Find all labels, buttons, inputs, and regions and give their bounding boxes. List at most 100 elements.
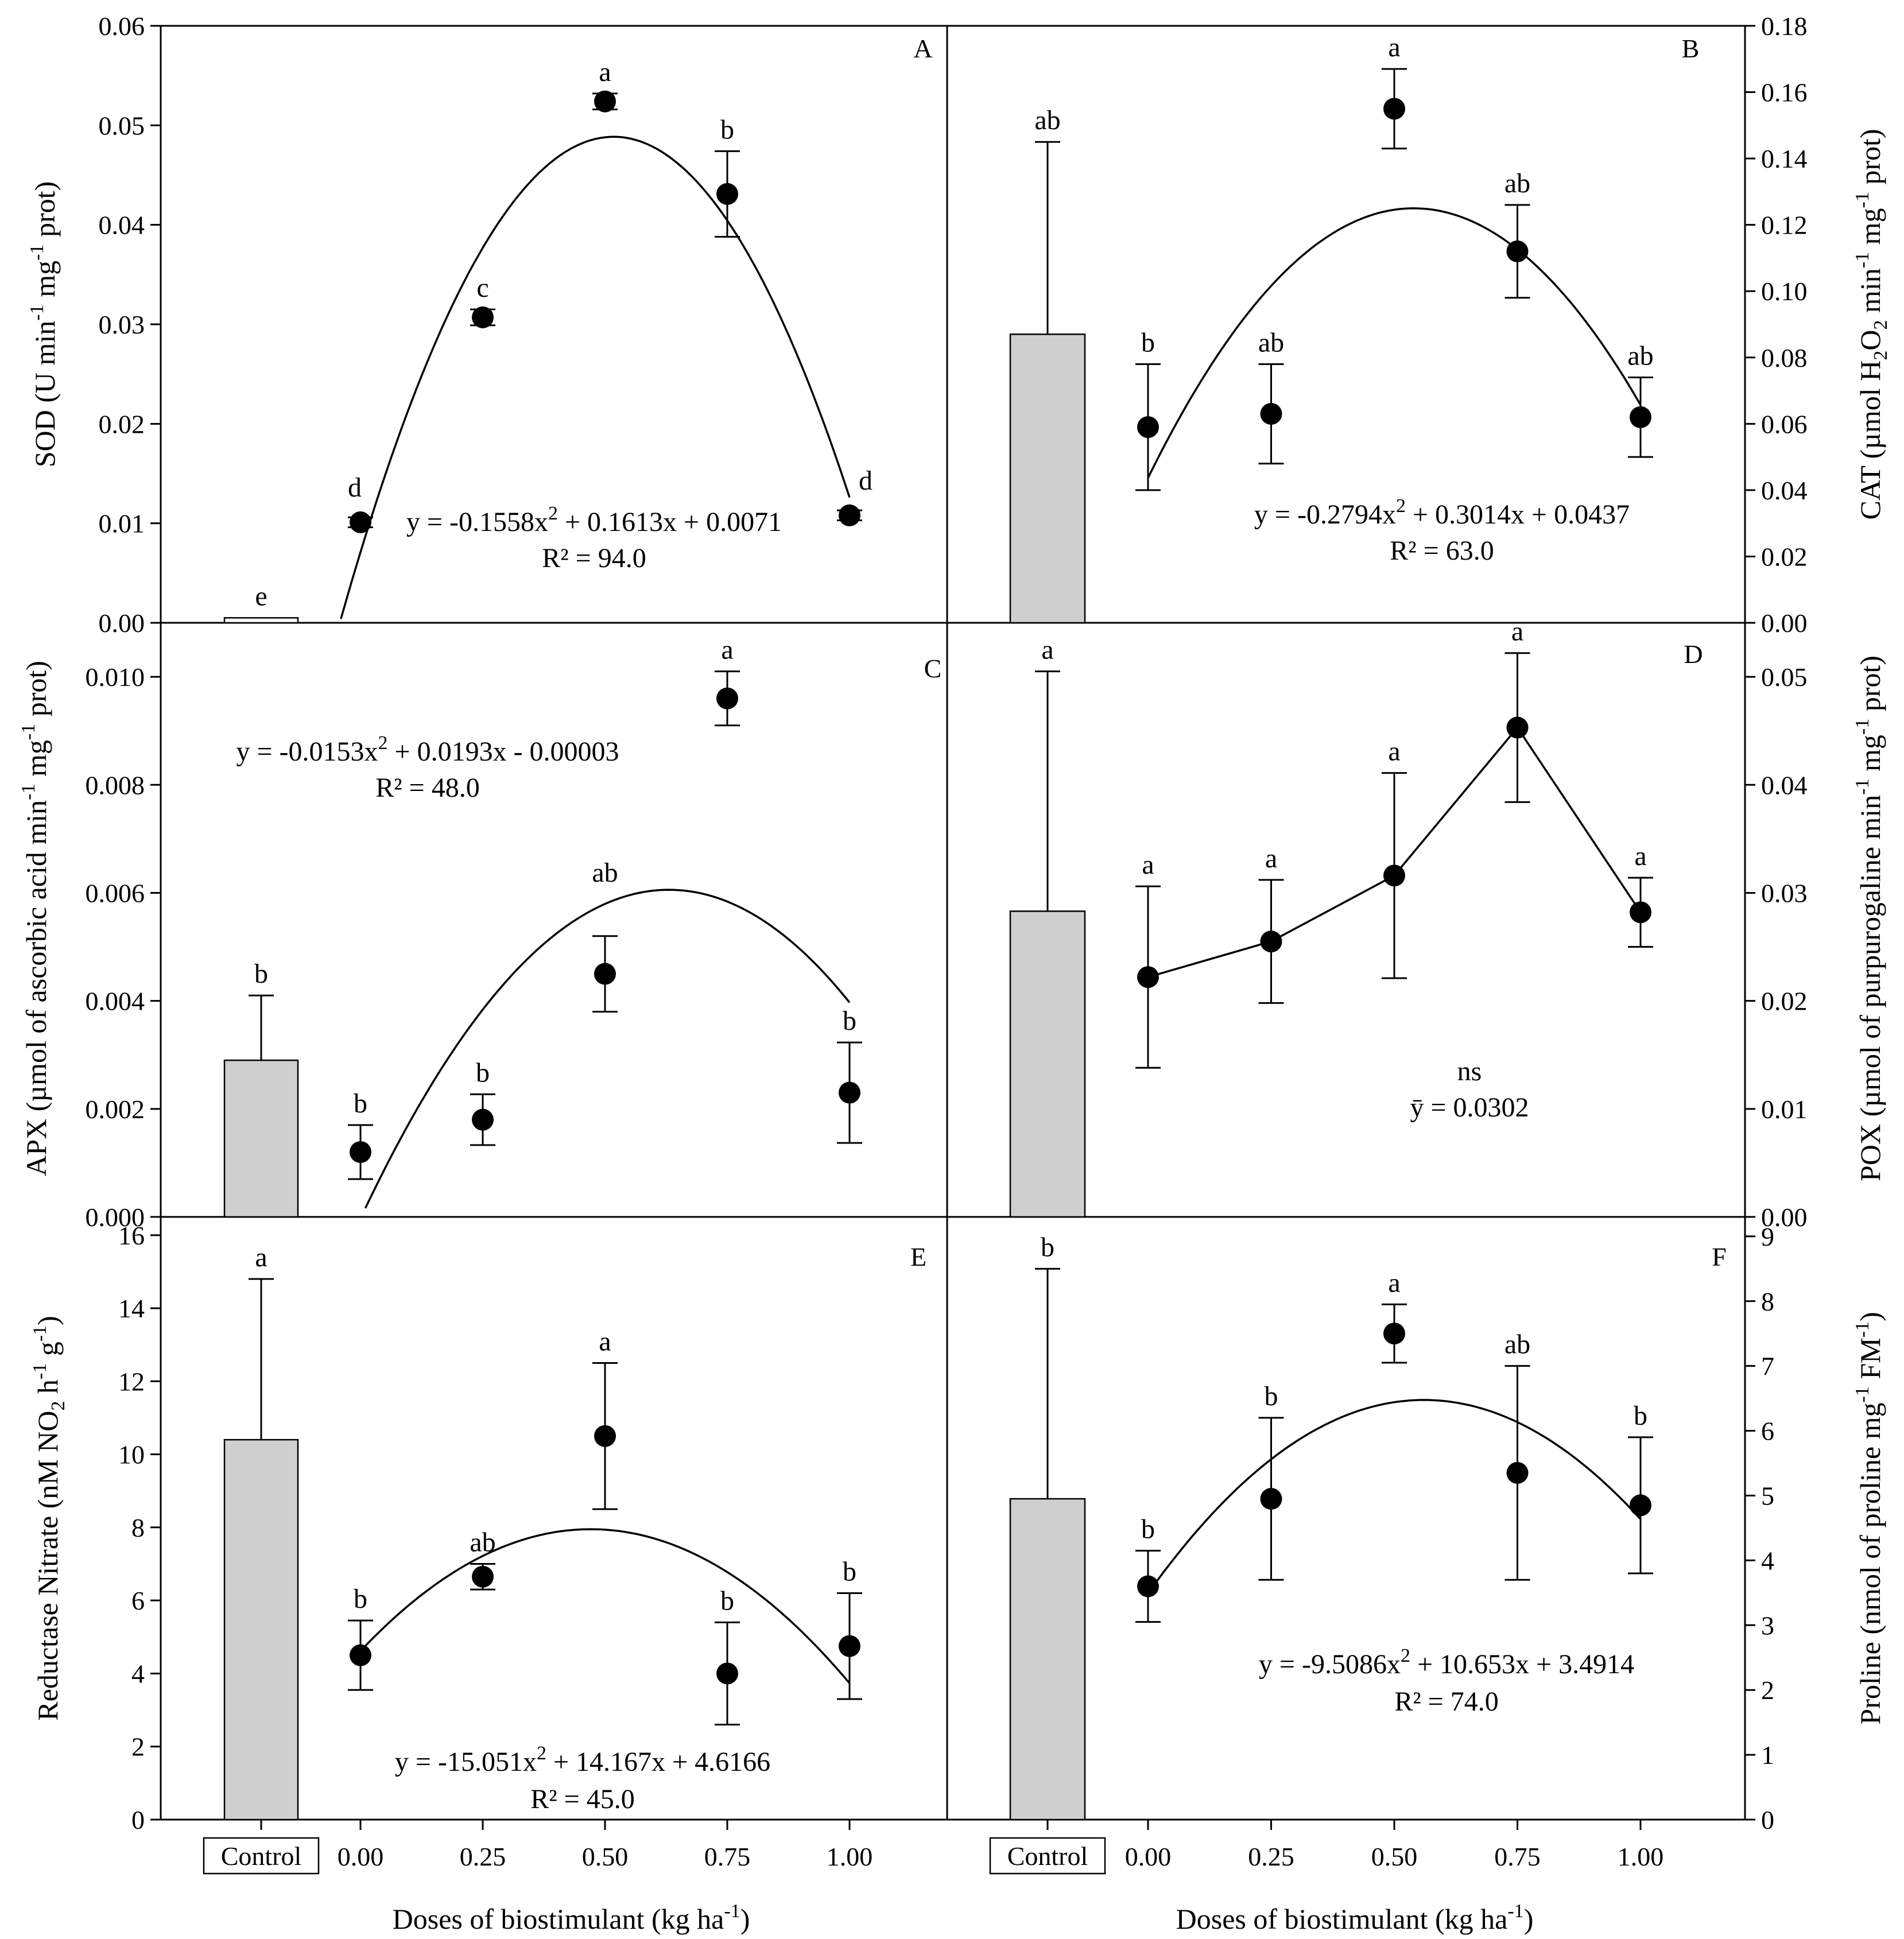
x-tick-label: 0.75 <box>1494 1842 1541 1871</box>
control-label-box <box>203 1837 320 1875</box>
panel-e: 0 2 4 6 8 10 12 14 16 0.00 0.25 0.50 0.75 1.00 Control… <box>118 1221 926 1935</box>
y-axis-title-f: Proline (nmol of proline mg-1 FM-1) <box>1852 1312 1886 1724</box>
x-axis-title: Doses of biostimulant (kg ha-1) <box>1176 1901 1534 1935</box>
y-tick-label: 0 <box>131 1805 145 1835</box>
y-axis-title-c: APX (µmol of ascorbic acid min-1 mg-1 pr… <box>18 661 52 1176</box>
data-point <box>1383 864 1405 887</box>
panel-letter: B <box>1682 34 1700 63</box>
y-tick-label: 0.06 <box>1761 409 1808 439</box>
point-letter: d <box>859 466 872 496</box>
y-tick-label: 0.004 <box>86 987 145 1016</box>
panel-b: 0.00 0.02 0.04 0.06 0.08 0.10 0.12 0.14 0.16 0.18… <box>1009 11 1808 638</box>
panel-frame-a <box>160 25 948 624</box>
point-letter: b <box>720 114 734 145</box>
regression-equation: y = -0.1558x2 + 0.1613x + 0.0071 <box>406 503 782 537</box>
panel-d: 0.00 0.01 0.02 0.03 0.04 0.05 a a a a a a Dns ȳ = 0.0… <box>1009 616 1808 1232</box>
y-tick-label: 0.02 <box>1761 987 1808 1016</box>
data-point <box>1260 1488 1282 1510</box>
data-point <box>350 511 371 533</box>
data-point <box>594 963 616 985</box>
y-tick-label: 0.00 <box>99 608 145 638</box>
y-tick-label: 8 <box>1761 1287 1774 1316</box>
r-squared: R² = 48.0 <box>375 773 479 803</box>
data-point <box>1630 406 1651 428</box>
panel-letter: F <box>1712 1242 1727 1271</box>
y-tick-label: 0 <box>1761 1805 1774 1835</box>
point-letter: a <box>1634 841 1646 871</box>
r-squared: R² = 74.0 <box>1394 1686 1498 1717</box>
control-bar <box>223 1438 299 1821</box>
y-tick-label: 0.05 <box>1761 662 1808 692</box>
y-tick-label: 0.08 <box>1761 343 1808 373</box>
data-point <box>1137 1575 1159 1597</box>
y-tick-label: 0.002 <box>86 1095 145 1124</box>
y-tick-label: 1 <box>1761 1740 1774 1770</box>
point-letter: a <box>1265 843 1277 874</box>
point-letter: b <box>1141 1514 1155 1544</box>
y-tick-label: 0.000 <box>86 1203 145 1232</box>
data-point <box>1383 1323 1405 1345</box>
y-tick-label: 0.04 <box>99 211 145 240</box>
y-tick-label: 6 <box>131 1586 145 1615</box>
point-letter: a <box>721 635 733 665</box>
y-tick-label: 0.01 <box>99 509 145 538</box>
point-letter: b <box>476 1057 490 1088</box>
y-axis-title-e: Reductase Nitrate (nM NO2 h-1 g-1) <box>29 1316 69 1720</box>
r-squared: ȳ = 0.0302 <box>1410 1092 1529 1123</box>
y-tick-label: 0.008 <box>86 770 145 800</box>
x-tick-label: 0.50 <box>1371 1842 1418 1871</box>
y-axis-title-a: SOD (U min-1 mg-1 prot) <box>26 181 61 467</box>
r-squared: R² = 45.0 <box>530 1784 634 1814</box>
data-point <box>1260 930 1282 953</box>
control-bar <box>223 617 299 624</box>
data-point <box>716 687 738 709</box>
data-point <box>350 1644 371 1666</box>
point-letter: a <box>1142 850 1154 880</box>
y-tick-label: 7 <box>1761 1352 1774 1381</box>
data-point <box>839 1081 860 1104</box>
point-letter: ab <box>1504 168 1530 199</box>
point-letter: b <box>843 1556 856 1587</box>
control-bar <box>1009 910 1086 1218</box>
panel-a: 0.00 0.01 0.02 0.03 0.04 0.05 0.06 e d c a b d Ay = -… <box>99 11 933 638</box>
point-letter: a <box>599 57 611 87</box>
control-bar <box>1009 1498 1086 1821</box>
r-squared: R² = 63.0 <box>1390 536 1494 566</box>
fit-curve <box>1147 1399 1642 1594</box>
x-tick-label: 1.00 <box>1618 1842 1664 1871</box>
regression-equation: y = -9.5086x2 + 10.653x + 3.4914 <box>1259 1645 1634 1680</box>
y-tick-label: 0.04 <box>1761 770 1808 800</box>
y-tick-label: 0.010 <box>86 662 145 692</box>
y-axis-title-b: CAT (µmol H2O2 min-1 mg-1 prot) <box>1852 129 1891 519</box>
y-tick-label: 0.02 <box>1761 542 1808 571</box>
control-letter: e <box>255 581 267 611</box>
y-tick-label: 4 <box>1761 1546 1774 1575</box>
point-letter: ab <box>592 858 618 888</box>
control-letter: a <box>1041 635 1053 665</box>
data-point <box>1630 1494 1651 1517</box>
y-tick-label: 8 <box>131 1513 145 1542</box>
point-letter: b <box>1141 327 1155 358</box>
y-tick-label: 3 <box>1761 1611 1774 1640</box>
significance-label: ns <box>1457 1056 1482 1087</box>
data-point <box>1506 1461 1529 1484</box>
fit-curve <box>340 135 851 619</box>
point-letter: a <box>1388 1267 1400 1298</box>
y-tick-label: 9 <box>1761 1222 1774 1251</box>
y-tick-label: 14 <box>118 1294 145 1323</box>
y-tick-label: 16 <box>118 1221 145 1250</box>
panel-frame-f <box>946 1216 1746 1821</box>
data-point <box>716 1662 738 1685</box>
panel-f: 0 1 2 3 4 5 6 7 8 9 0.00 0.25 0.50 0.75 1.00 Control Dos… <box>989 1222 1774 1935</box>
x-tick-label: 0.00 <box>1125 1842 1172 1871</box>
x-tick-label: 0.00 <box>338 1842 384 1871</box>
control-bar <box>1009 333 1086 624</box>
fit-curve <box>1147 207 1642 479</box>
point-letter: a <box>599 1327 611 1357</box>
panel-letter: E <box>910 1242 926 1271</box>
data-point <box>594 1425 616 1447</box>
control-bar <box>223 1059 299 1218</box>
control-letter: ab <box>1034 105 1060 135</box>
y-tick-label: 0.04 <box>1761 476 1808 505</box>
